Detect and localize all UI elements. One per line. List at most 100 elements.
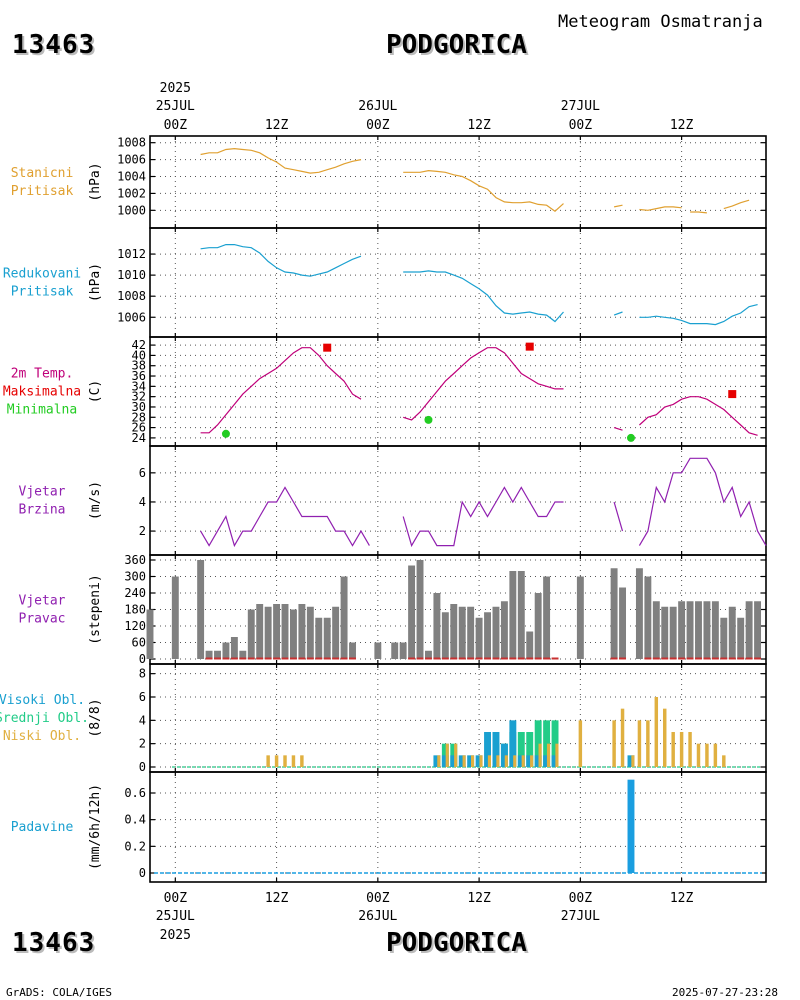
station-name: PODGORICA [386,30,527,60]
wind-dir-bar [720,617,728,659]
wind-dir-calm-mark [610,657,618,660]
wind-dir-calm-mark [526,657,534,660]
wind-dir-calm-mark [720,657,728,660]
wind-dir-bar [441,612,449,659]
series-line-reduced_pressure [200,244,362,277]
y-tick-label: 1004 [117,170,146,184]
panel-label: Visoki Obl. [0,693,85,708]
y-tick-label: 0.4 [124,813,146,827]
wind-dir-calm-mark [306,657,314,660]
cloud-bar [555,743,559,767]
panel-label: Vjetar [19,594,66,609]
wind-dir-bar [517,571,525,659]
wind-dir-bar [728,606,736,659]
cloud-bar [475,755,483,767]
panel-label: Pritisak [11,285,74,300]
y-axis-label: (mm/6h/12h) [88,784,103,870]
footer-station-id: 13463 [12,928,96,958]
cloud-bar [467,755,475,767]
series-line-reduced_pressure [613,311,623,316]
wind-dir-bar [239,650,247,659]
y-tick-label: 1010 [117,268,146,282]
wind-dir-calm-mark [230,657,238,660]
wind-dir-bar [281,604,289,659]
y-tick-label: 0.2 [124,839,146,853]
series-line-station_pressure [200,147,362,174]
y-tick-label: 1006 [117,310,146,324]
wind-dir-calm-mark [214,657,221,660]
top-hour-label: 12Z [265,118,289,133]
panel-frame-precipitation [149,771,767,883]
bottom-hour-label: 12Z [467,891,491,906]
panel-frame-reduced_pressure [149,227,767,338]
panel-label: Padavine [11,820,74,835]
wind-dir-bar [146,609,154,659]
wind-dir-calm-mark [678,657,686,660]
wind-dir-bar [475,617,483,659]
y-tick-label: 0 [139,652,146,666]
y-tick-label: 2 [139,737,146,751]
wind-dir-calm-mark [205,657,213,660]
wind-dir-calm-mark [551,657,559,660]
wind-dir-bar [230,637,238,659]
series-line-temperature [638,396,758,436]
y-tick-label: 1008 [117,289,146,303]
wind-dir-bar [754,601,762,659]
y-tick-label: 300 [124,570,146,584]
wind-dir-bar [669,606,677,659]
tmin-marker [626,433,635,442]
panel-label: Maksimalna [3,385,81,400]
wind-dir-bar [289,609,297,659]
wind-dir-bar [635,568,643,659]
series-line-station_pressure [613,204,623,208]
cloud-bar [462,755,466,767]
wind-dir-bar [509,571,517,659]
cloud-bar [492,732,500,767]
wind-dir-bar [534,593,542,659]
station-id: 13463 [12,30,96,60]
cloud-bar [521,755,525,767]
y-tick-label: 0.6 [124,786,146,800]
cloud-bar [551,755,559,767]
wind-dir-bar [264,606,272,659]
wind-dir-bar [205,650,213,659]
y-tick-label: 1002 [117,186,146,200]
series-line-wind_speed [613,501,624,532]
series-line-station_pressure [403,169,564,212]
bottom-date-label: 27JUL [561,909,600,924]
wind-dir-calm-mark [281,657,289,660]
wind-dir-calm-mark [433,657,441,660]
tmin-marker [424,415,433,424]
panel-label: Niski Obl. [3,729,81,744]
wind-dir-bar [298,604,306,659]
wind-dir-calm-mark [289,657,297,660]
wind-dir-bar [425,650,432,659]
wind-dir-calm-mark [273,657,281,660]
bottom-date-label: 26JUL [358,909,397,924]
wind-dir-bar [737,617,745,659]
y-tick-label: 360 [124,553,146,567]
cloud-bar [517,732,525,767]
top-hour-label: 00Z [366,118,390,133]
series-line-station_pressure [690,211,707,214]
wind-dir-bar [315,617,323,659]
series-line-station_pressure [639,206,682,211]
wind-dir-calm-mark [475,657,483,660]
y-axis-label: (stepeni) [88,574,103,644]
wind-dir-calm-mark [239,657,247,660]
top-hour-label: 12Z [467,118,491,133]
y-tick-label: 4 [139,495,146,509]
cloud-bar [471,755,475,767]
top-date-label: 26JUL [358,99,397,114]
wind-dir-calm-mark [661,657,669,660]
cloud-bar [300,755,304,767]
series-line-temperature [200,347,362,434]
y-tick-label: 2 [139,524,146,538]
wind-dir-calm-mark [340,657,348,660]
y-tick-label: 40 [132,348,146,362]
wind-dir-calm-mark [441,657,449,660]
wind-dir-bar [484,612,491,659]
series-line-temperature [403,347,564,421]
wind-dir-calm-mark [754,657,762,660]
wind-dir-bar [703,601,711,659]
